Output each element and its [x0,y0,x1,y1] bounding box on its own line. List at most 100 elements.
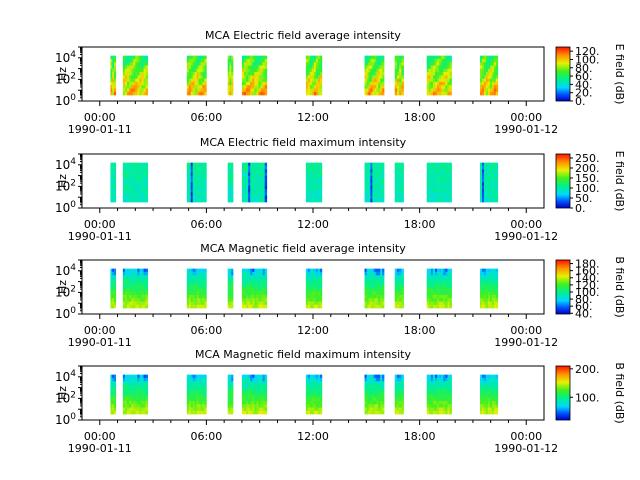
heatmap-cell [447,188,450,193]
heatmap-cell [260,397,263,402]
heatmap-cell [194,58,197,63]
heatmap-cell [309,291,313,296]
heatmap-cell [188,192,192,196]
x-tick-label: 06:00 [191,111,223,124]
heatmap-cell [204,198,207,203]
heatmap-cell [483,162,487,167]
heatmap-cell [264,301,268,306]
heatmap-cell [131,68,134,73]
heatmap-cell [186,91,190,96]
heatmap-cell [482,65,485,70]
heatmap-cell [480,294,483,299]
x-tick-date-label: 1990-01-11 [68,336,132,349]
heatmap-cell [256,275,259,279]
heatmap-cell [480,288,483,292]
heatmap-cell [194,281,197,286]
heatmap-cell [432,278,436,283]
heatmap-cell [194,288,197,292]
heatmap-cell [258,384,261,389]
heatmap-cell [143,81,146,86]
heatmap-cell [250,394,253,398]
heatmap-cell [129,172,132,177]
heatmap-cell [430,169,434,173]
heatmap-cell [366,78,369,83]
heatmap-cell [139,397,142,402]
heatmap-cell [244,68,247,73]
heatmap-cell [141,278,144,283]
heatmap-cell [250,62,253,66]
heatmap-cell [483,81,487,86]
y-tick-label: 104 [55,263,76,278]
heatmap-cell [244,185,247,190]
heatmap-cell [430,175,434,180]
heatmap-cell [399,400,402,405]
heatmap-cell [258,285,261,289]
heatmap-cell [372,301,375,306]
heatmap-cell [262,172,266,177]
heatmap-cell [244,377,247,382]
heatmap-cell [447,294,450,299]
heatmap-cell [317,192,321,196]
heatmap-cell [256,410,259,415]
heatmap-cell [430,271,434,276]
heatmap-cell [250,285,253,289]
heatmap-cell [372,387,375,392]
heatmap-cell [307,72,311,76]
heatmap-cell [317,81,321,86]
y-tick-label: 104 [55,50,76,65]
heatmap-cell [443,179,446,183]
heatmap-cell [313,85,317,89]
heatmap-cell [372,285,375,289]
heatmap-cell [432,271,436,276]
heatmap-cell [382,291,385,296]
heatmap-cell [426,162,430,167]
heatmap-cell [137,377,140,382]
heatmap-cell [200,165,203,170]
heatmap-cell [241,404,245,408]
heatmap-cell [229,175,232,180]
heatmap-cell [483,185,487,190]
heatmap-cell [198,278,201,283]
heatmap-cell [129,404,132,408]
heatmap-cell [122,410,126,415]
heatmap-cell [396,85,400,89]
heatmap-cell [256,195,259,200]
heatmap-cell [190,301,193,306]
heatmap-cell [368,175,371,180]
heatmap-cell [248,394,251,398]
heatmap-cell [483,400,487,405]
heatmap-cell [133,192,136,196]
heatmap-cell [198,165,201,170]
heatmap-cell [131,175,134,180]
heatmap-cell [380,288,383,292]
heatmap-cell [372,75,375,79]
heatmap-cell [401,291,404,296]
heatmap-cell [432,182,436,186]
heatmap-cell [143,281,146,286]
heatmap-cell [313,62,317,66]
heatmap-cell [262,72,266,76]
heatmap-cell [485,391,489,395]
heatmap-cell [196,384,199,389]
heatmap-cell [311,391,315,395]
heatmap-cell [186,291,190,296]
heatmap-cell [254,271,257,276]
heatmap-cell [396,179,400,183]
heatmap-cell [305,169,309,173]
heatmap-cell [441,91,444,96]
heatmap-cell [447,407,450,412]
x-tick-label: 00:00 [84,111,116,124]
heatmap-cell [437,75,440,79]
heatmap-cell [380,72,383,76]
heatmap-cell [449,72,452,76]
heatmap-cell [186,81,190,86]
heatmap-cell [196,268,199,273]
heatmap-cell [256,304,259,309]
heatmap-cell [254,75,257,79]
heatmap-cell [196,397,199,402]
heatmap-cell [244,407,247,412]
heatmap-cell [110,78,113,83]
heatmap-cell [198,62,201,66]
heatmap-cell [262,62,266,66]
heatmap-cell [432,172,436,177]
